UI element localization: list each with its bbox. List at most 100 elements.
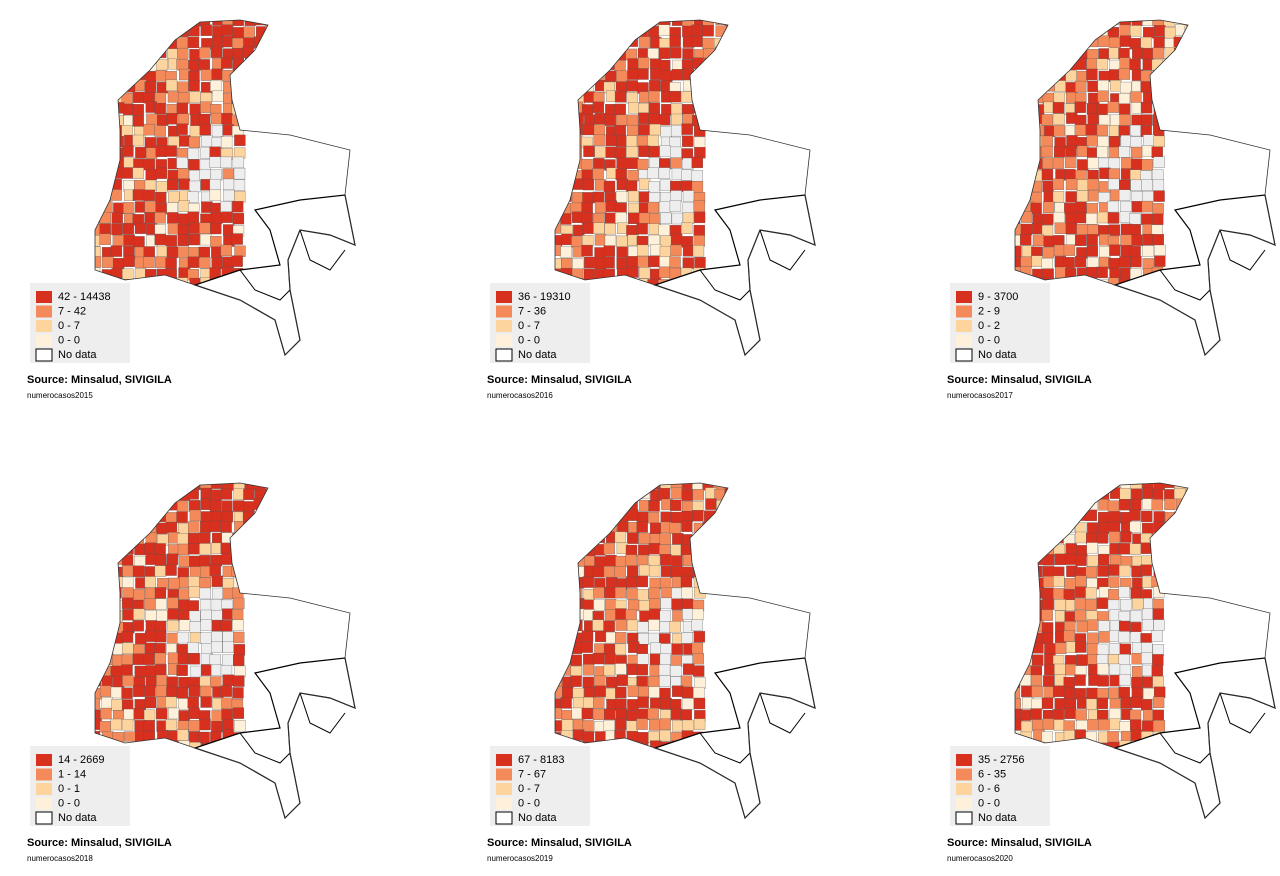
municipality [561, 134, 573, 147]
municipality [244, 92, 256, 105]
municipality [1096, 597, 1108, 609]
municipality [680, 796, 693, 808]
municipality [704, 101, 716, 113]
municipality [352, 79, 355, 91]
municipality [299, 523, 311, 535]
municipality [615, 686, 627, 699]
municipality [605, 688, 617, 700]
municipality [592, 191, 605, 204]
municipality [581, 630, 594, 642]
municipality [603, 180, 616, 193]
municipality [615, 555, 627, 568]
municipality [210, 311, 222, 323]
municipality [100, 555, 112, 567]
municipality [636, 774, 648, 787]
municipality [648, 774, 660, 786]
municipality [145, 762, 158, 774]
municipality [1108, 687, 1120, 699]
municipality [749, 511, 761, 523]
municipality [1187, 511, 1199, 523]
municipality [188, 222, 201, 234]
legend-label: 6 - 35 [978, 768, 1006, 780]
municipality [737, 555, 749, 567]
municipality [156, 332, 168, 344]
municipality [354, 520, 355, 532]
municipality [691, 642, 704, 654]
municipality [594, 354, 606, 355]
municipality [110, 489, 123, 502]
municipality [343, 25, 355, 37]
municipality [321, 565, 333, 577]
municipality [1110, 554, 1122, 567]
municipality [167, 333, 179, 346]
municipality [1054, 279, 1066, 291]
municipality [616, 246, 628, 258]
municipality [167, 91, 180, 103]
municipality [1063, 764, 1075, 776]
municipality [790, 46, 803, 58]
municipality [144, 179, 157, 192]
municipality [167, 608, 179, 620]
municipality [1041, 20, 1053, 25]
municipality [614, 566, 626, 578]
municipality [1015, 653, 1022, 666]
municipality [604, 212, 617, 224]
municipality [102, 20, 114, 26]
municipality [1022, 180, 1034, 192]
municipality [1075, 817, 1087, 818]
municipality [156, 181, 168, 193]
municipality [560, 611, 572, 623]
municipality [1250, 114, 1263, 127]
municipality [660, 289, 672, 301]
municipality [1196, 36, 1209, 48]
municipality [1098, 553, 1110, 566]
municipality [1096, 266, 1108, 279]
municipality [1162, 69, 1175, 81]
municipality [1099, 246, 1111, 258]
municipality [1130, 696, 1143, 709]
municipality [1118, 686, 1130, 699]
municipality [1118, 765, 1131, 777]
municipality [155, 664, 167, 676]
municipality [803, 114, 815, 126]
municipality [670, 103, 683, 115]
municipality [1118, 146, 1130, 158]
municipality [1107, 796, 1120, 808]
municipality [1184, 500, 1197, 512]
municipality [681, 686, 694, 699]
municipality [287, 36, 300, 48]
municipality [1129, 773, 1142, 785]
municipality [636, 554, 649, 567]
municipality [1154, 817, 1166, 818]
municipality [1217, 37, 1229, 49]
municipality [555, 675, 562, 688]
municipality [1130, 483, 1142, 489]
municipality [1044, 663, 1056, 676]
municipality [747, 36, 759, 49]
municipality [287, 555, 300, 567]
municipality [1261, 510, 1273, 523]
municipality [560, 642, 572, 655]
municipality [155, 685, 168, 697]
municipality [199, 532, 211, 544]
municipality [760, 510, 772, 522]
municipality [702, 37, 714, 50]
municipality [1242, 24, 1254, 37]
municipality [1076, 784, 1088, 796]
municipality [1097, 663, 1109, 675]
municipality [594, 511, 606, 524]
municipality [737, 81, 750, 94]
municipality [132, 26, 145, 38]
municipality [1086, 134, 1098, 147]
municipality [143, 189, 155, 202]
municipality [592, 334, 604, 346]
municipality [341, 58, 353, 70]
municipality [637, 708, 650, 720]
municipality [355, 544, 360, 555]
municipality [572, 577, 585, 589]
municipality [1152, 598, 1164, 611]
municipality [157, 278, 169, 290]
caption: numerocasos2015 [27, 391, 93, 400]
municipality [693, 787, 706, 799]
municipality [232, 784, 245, 797]
